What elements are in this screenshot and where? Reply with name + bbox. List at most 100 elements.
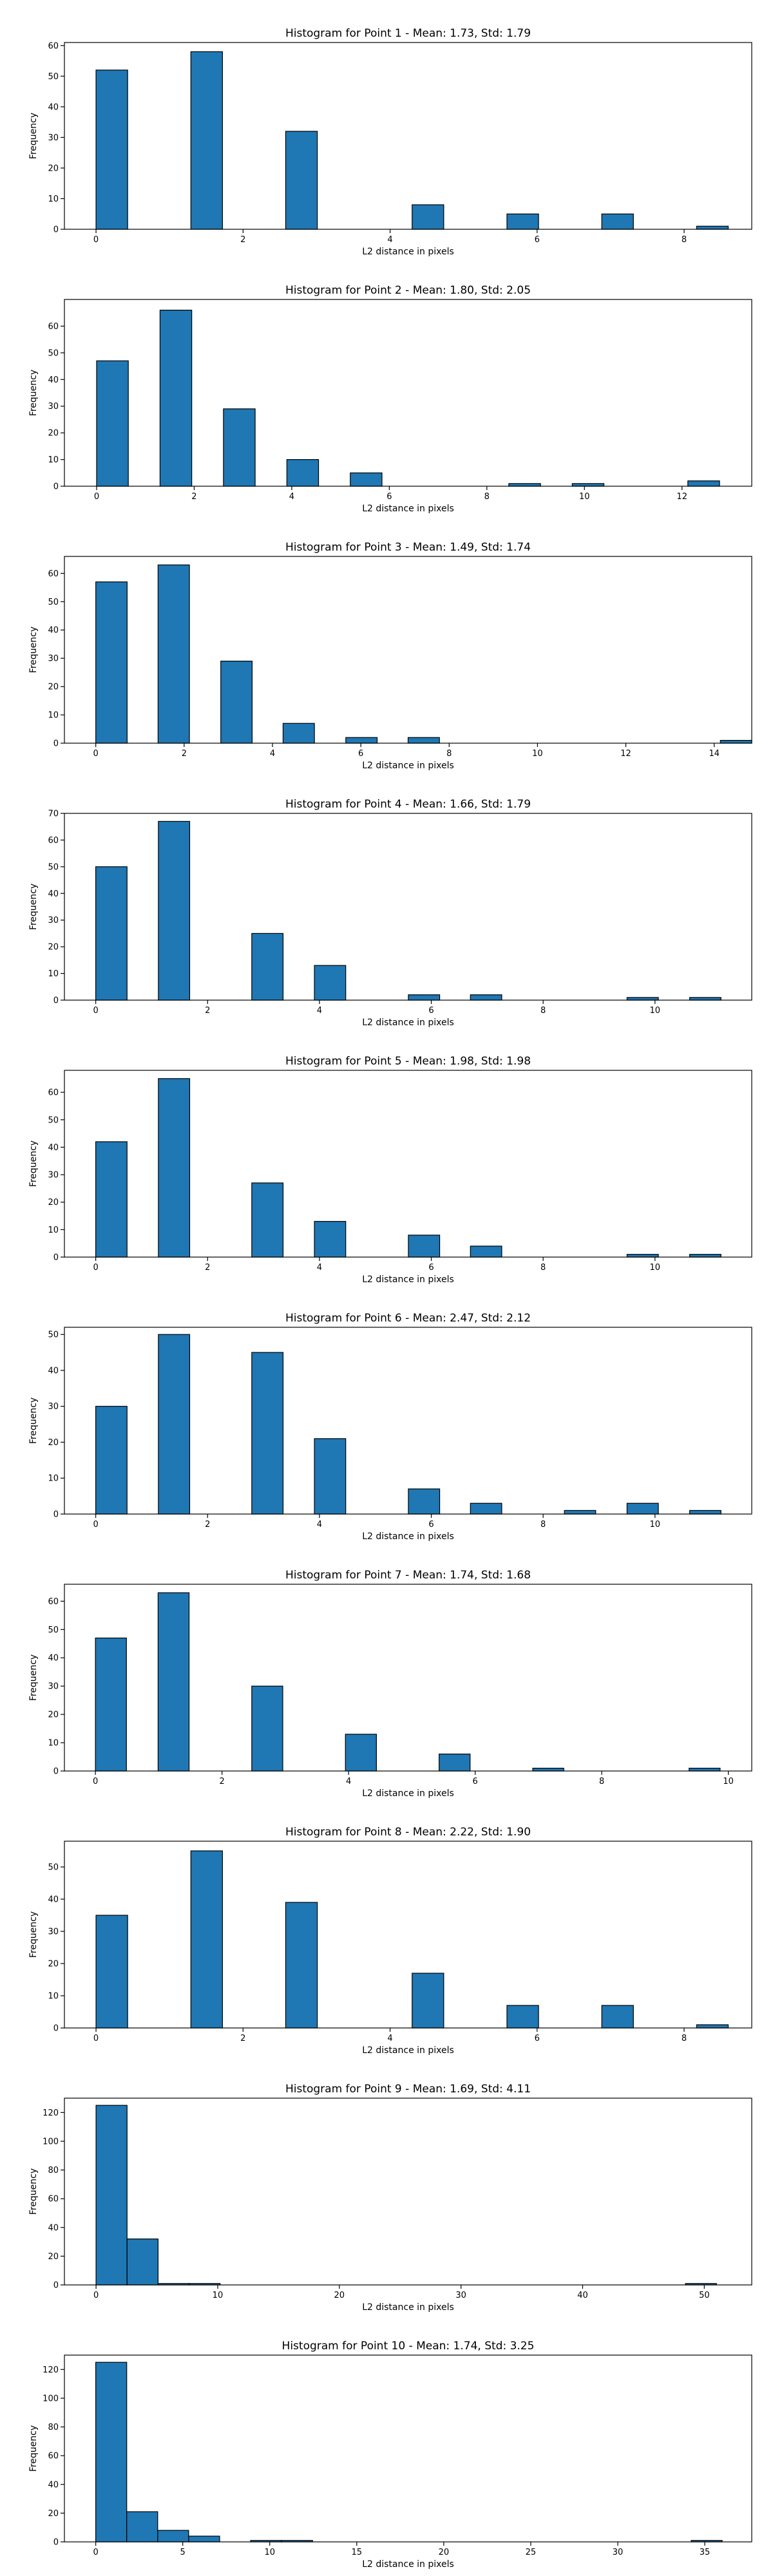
- plot-frame: [64, 2098, 752, 2286]
- histogram-bar: [687, 480, 720, 487]
- x-tick-label: 4: [387, 2034, 392, 2043]
- x-tick-label: 50: [699, 2291, 710, 2300]
- histogram-panel-7: Histogram for Point 7 - Mean: 1.74, Std:…: [28, 1569, 752, 1799]
- x-tick-label: 4: [317, 1263, 322, 1273]
- histogram-bar: [470, 1502, 502, 1515]
- y-tick-label: 10: [48, 194, 59, 204]
- plot-frame: [64, 556, 752, 744]
- histogram-bar: [601, 213, 634, 230]
- y-tick-label: 80: [48, 2423, 59, 2432]
- x-tick-label: 6: [428, 1006, 434, 1016]
- y-tick-label: 70: [48, 810, 59, 819]
- y-tick-label: 20: [48, 1198, 59, 1208]
- x-tick-label: 0: [93, 2548, 98, 2557]
- y-tick-label: 20: [48, 1960, 59, 1969]
- histogram-bar: [345, 1734, 377, 1772]
- y-tick-label: 50: [48, 862, 59, 872]
- y-tick-label: 20: [48, 1710, 59, 1720]
- plot-frame: [64, 299, 752, 487]
- histogram-bar: [408, 1488, 441, 1515]
- y-tick-label: 60: [48, 41, 59, 51]
- x-axis-label: L2 distance in pixels: [362, 1018, 454, 1028]
- x-tick-label: 4: [387, 235, 392, 245]
- histogram-bar: [626, 997, 659, 1001]
- y-tick-label: 40: [48, 375, 59, 385]
- y-tick-label: 0: [53, 1253, 59, 1263]
- histogram-bar: [506, 213, 539, 230]
- x-tick-label: 8: [682, 235, 687, 245]
- x-tick-label: 40: [577, 2291, 588, 2300]
- histogram-bar: [95, 1637, 127, 1772]
- x-tick-label: 2: [240, 235, 245, 245]
- x-tick-label: 10: [532, 749, 543, 759]
- x-tick-label: 4: [317, 1006, 322, 1016]
- plot-frame: [64, 813, 752, 1001]
- x-tick-label: 0: [93, 2291, 99, 2300]
- y-axis-label: Frequency: [28, 1397, 39, 1444]
- x-tick-label: 0: [93, 749, 99, 759]
- y-tick-label: 60: [48, 836, 59, 846]
- histogram-bar: [571, 483, 605, 487]
- y-tick-label: 10: [48, 711, 59, 721]
- histogram-bar: [188, 2535, 220, 2543]
- chart-title: Histogram for Point 10 - Mean: 1.74, Std…: [282, 2340, 535, 2353]
- histogram-bar: [251, 1685, 283, 1772]
- y-tick-label: 50: [48, 1331, 59, 1340]
- histogram-bar: [696, 2024, 729, 2029]
- y-tick-label: 50: [48, 348, 59, 358]
- x-tick-label: 10: [650, 1263, 661, 1273]
- x-axis-label: L2 distance in pixels: [362, 1274, 454, 1285]
- histogram-bar: [696, 225, 729, 230]
- y-tick-label: 20: [48, 429, 59, 439]
- x-tick-label: 10: [579, 492, 590, 502]
- x-tick-label: 8: [446, 749, 452, 759]
- histogram-bar: [689, 1510, 721, 1515]
- x-tick-label: 8: [682, 2034, 687, 2043]
- y-tick-label: 50: [48, 1863, 59, 1873]
- x-tick-label: 2: [182, 749, 187, 759]
- histogram-panel-4: Histogram for Point 4 - Mean: 1.66, Std:…: [28, 798, 752, 1028]
- x-tick-label: 25: [526, 2548, 537, 2557]
- histogram-bar: [564, 1510, 596, 1515]
- y-axis-label: Frequency: [28, 2168, 39, 2215]
- y-tick-label: 20: [48, 683, 59, 692]
- histogram-bar: [157, 2530, 189, 2543]
- histogram-panel-3: Histogram for Point 3 - Mean: 1.49, Std:…: [28, 541, 752, 771]
- x-tick-label: 0: [93, 1520, 98, 1530]
- histogram-panel-9: Histogram for Point 9 - Mean: 1.69, Std:…: [28, 2083, 752, 2313]
- x-tick-label: 0: [93, 1777, 98, 1786]
- x-axis-label: L2 distance in pixels: [362, 2302, 454, 2313]
- y-tick-label: 40: [48, 626, 59, 636]
- histogram-bar: [95, 866, 128, 1001]
- y-tick-label: 100: [43, 2394, 59, 2403]
- x-tick-label: 4: [346, 1777, 351, 1786]
- x-tick-label: 6: [535, 2034, 540, 2043]
- histogram-panel-10: Histogram for Point 10 - Mean: 1.74, Std…: [28, 2340, 752, 2570]
- y-tick-label: 30: [48, 1171, 59, 1180]
- y-tick-label: 40: [48, 1654, 59, 1663]
- histogram-bar: [223, 408, 256, 487]
- histogram-bar: [157, 1592, 190, 1772]
- y-tick-label: 10: [48, 1474, 59, 1484]
- chart-title: Histogram for Point 6 - Mean: 2.47, Std:…: [285, 1312, 531, 1325]
- histogram-bar: [408, 994, 441, 1001]
- x-tick-label: 20: [334, 2291, 345, 2300]
- x-axis-label: L2 distance in pixels: [362, 761, 454, 771]
- histogram-bar: [412, 204, 444, 230]
- histogram-bar: [314, 1220, 347, 1258]
- y-tick-label: 0: [53, 2538, 59, 2548]
- plot-frame: [64, 1584, 752, 1772]
- y-tick-label: 0: [53, 225, 59, 235]
- x-tick-label: 12: [620, 749, 631, 759]
- y-tick-label: 120: [43, 2365, 59, 2375]
- x-axis-label: L2 distance in pixels: [362, 2559, 454, 2570]
- histogram-bar: [95, 70, 128, 230]
- plot-frame: [64, 1327, 752, 1515]
- x-tick-label: 6: [428, 1263, 434, 1273]
- x-axis-label: L2 distance in pixels: [362, 1531, 454, 1542]
- x-axis-label: L2 distance in pixels: [362, 247, 454, 257]
- chart-title: Histogram for Point 4 - Mean: 1.66, Std:…: [285, 798, 531, 811]
- y-tick-label: 60: [48, 569, 59, 579]
